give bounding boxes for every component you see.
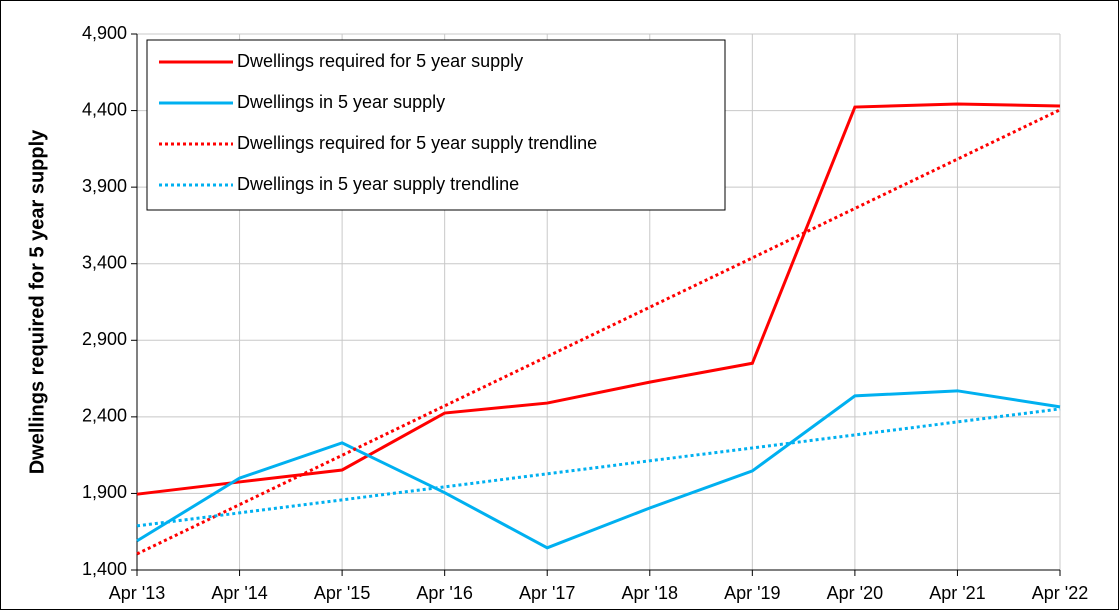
series-line (136, 108, 1061, 556)
y-tick-label: 4,900 (82, 23, 127, 43)
x-tick-label: Apr '22 (1032, 583, 1088, 603)
x-tick-label: Apr '19 (724, 583, 780, 603)
y-tick-label: 3,900 (82, 176, 127, 196)
x-tick-label: Apr '15 (314, 583, 370, 603)
y-tick-label: 1,900 (82, 482, 127, 502)
legend-label: Dwellings required for 5 year supply tre… (237, 133, 597, 153)
y-tick-label: 1,400 (82, 559, 127, 579)
legend-box (146, 39, 726, 211)
series-line (136, 407, 1061, 528)
y-tick-label: 2,900 (82, 329, 127, 349)
legend-label: Dwellings required for 5 year supply (237, 51, 523, 71)
x-tick-label: Apr '16 (416, 583, 472, 603)
x-tick-label: Apr '18 (622, 583, 678, 603)
x-tick-label: Apr '13 (109, 583, 165, 603)
x-tick-label: Apr '17 (519, 583, 575, 603)
legend-label: Dwellings in 5 year supply trendline (237, 174, 519, 194)
y-tick-label: 4,400 (82, 99, 127, 119)
legend-label: Dwellings in 5 year supply (237, 92, 445, 112)
x-tick-label: Apr '14 (211, 583, 267, 603)
series-line (136, 389, 1061, 550)
y-axis-label: Dwellings required for 5 year supply (26, 129, 48, 474)
y-tick-label: 2,400 (82, 406, 127, 426)
y-tick-label: 3,400 (82, 252, 127, 272)
x-tick-label: Apr '20 (827, 583, 883, 603)
series-line (136, 102, 1061, 496)
x-tick-label: Apr '21 (929, 583, 985, 603)
